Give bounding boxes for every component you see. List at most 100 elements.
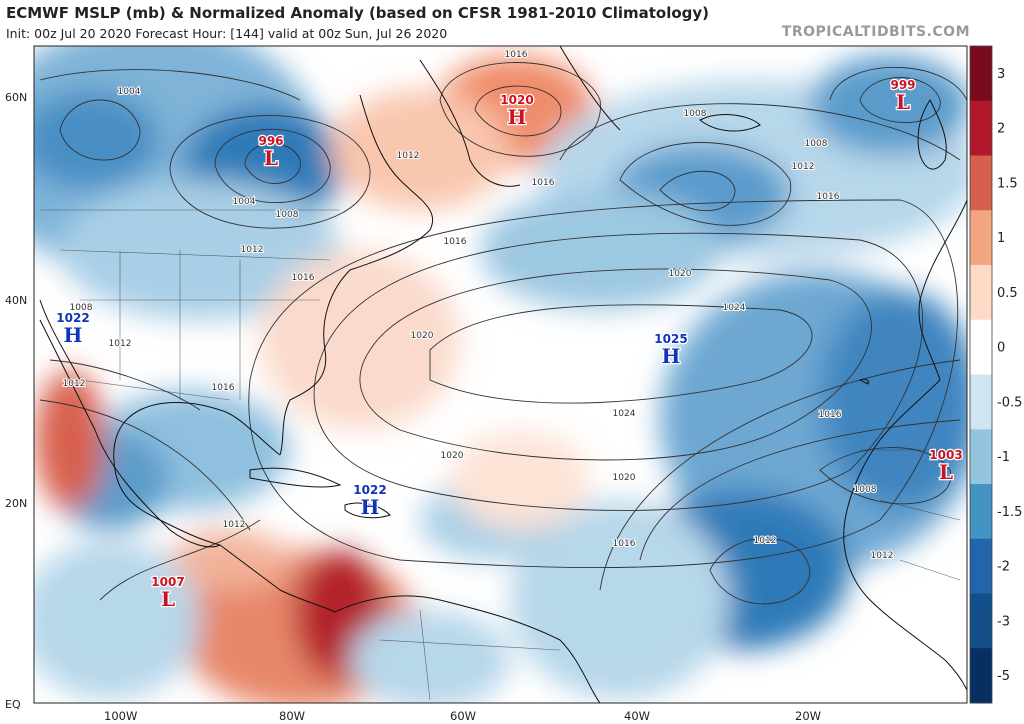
isobar-label: 1008 <box>854 485 877 495</box>
isobar-label: 1008 <box>805 139 828 149</box>
colorbar-label: 3 <box>997 67 1005 82</box>
isobar-label: 1016 <box>444 237 467 247</box>
site-brand: TROPICALTIDBITS.COM <box>781 24 970 40</box>
colorbar-label: 0 <box>997 341 1005 356</box>
colorbar-frame <box>969 45 993 704</box>
pressure-symbol: H <box>64 323 83 347</box>
lat-label-60n: 60N <box>5 91 27 104</box>
chart-subtitle: Init: 00z Jul 20 2020 Forecast Hour: [14… <box>6 26 448 41</box>
colorbar-segment <box>970 210 992 266</box>
isobar-label: 1012 <box>871 551 894 561</box>
colorbar-label: -1 <box>997 450 1010 465</box>
map-panel <box>33 45 968 704</box>
isobar-label: 1020 <box>411 331 434 341</box>
coastlines <box>39 46 967 703</box>
colorbar-segment <box>970 429 992 485</box>
colorbar-label: 2 <box>997 122 1005 137</box>
isobar-label: 1012 <box>754 536 777 546</box>
isobar-label: 1012 <box>792 162 815 172</box>
lat-label-20n: 20N <box>5 497 27 510</box>
colorbar-label: -5 <box>997 669 1010 684</box>
isobar-label: 1008 <box>70 303 93 313</box>
lon-label-80w: 80W <box>279 709 305 723</box>
colorbar-label: -0.5 <box>997 395 1022 410</box>
lat-label-40n: 40N <box>5 294 27 307</box>
colorbar-segment <box>970 100 992 156</box>
isobar-label: 1016 <box>212 383 235 393</box>
pressure-value: 1020 <box>500 93 533 107</box>
isobar-label: 1020 <box>669 269 692 279</box>
isobar-label: 1004 <box>118 87 141 97</box>
pressure-symbol: H <box>662 344 681 368</box>
isobar-label: 1004 <box>233 197 256 207</box>
pressure-symbol: L <box>161 587 175 611</box>
isobar-label: 1012 <box>241 245 264 255</box>
anomaly-colorbar: 3 2 1.5 1 0.5 0 -0.5 -1 -1.5 -2 -3 -5 <box>969 45 1022 704</box>
colorbar-segment <box>970 265 992 321</box>
colorbar-label: -1.5 <box>997 505 1022 520</box>
isobar-label: 1024 <box>723 303 746 313</box>
isobar-label: 1020 <box>613 473 636 483</box>
colorbar-label: 0.5 <box>997 286 1018 301</box>
colorbar-segment <box>970 46 992 102</box>
pressure-symbol: L <box>939 460 953 484</box>
isobar-label: 1012 <box>63 379 86 389</box>
pressure-value: 1007 <box>151 575 184 589</box>
pressure-symbol: L <box>264 146 278 170</box>
isobar-label: 1012 <box>109 339 132 349</box>
isobar-label: 1016 <box>505 50 528 60</box>
pressure-value: 1022 <box>353 483 386 497</box>
pressure-value: 1025 <box>654 332 687 346</box>
colorbar-segment <box>970 155 992 211</box>
colorbar-segment <box>970 319 992 375</box>
colorbar-label: 1.5 <box>997 176 1018 191</box>
pressure-symbol: L <box>896 90 910 114</box>
political-borders <box>40 209 961 701</box>
lon-label-100w: 100W <box>104 709 137 723</box>
isobar-label: 1012 <box>223 520 246 530</box>
pressure-value: 1003 <box>929 448 962 462</box>
map-frame <box>33 45 968 704</box>
colorbar-label: -3 <box>997 614 1010 629</box>
isobar-label: 1016 <box>819 410 842 420</box>
isobar-label: 1012 <box>397 151 420 161</box>
colorbar-segment <box>970 648 992 704</box>
lat-axis: 60N 40N 20N EQ <box>5 91 27 711</box>
colorbar-segment <box>970 538 992 594</box>
isobars <box>39 62 967 605</box>
pressure-symbol: H <box>508 105 527 129</box>
colorbar-segment <box>970 374 992 430</box>
isobar-label: 1016 <box>613 539 636 549</box>
pressure-symbol: H <box>361 495 380 519</box>
colorbar-label: -2 <box>997 560 1010 575</box>
lon-label-40w: 40W <box>624 709 650 723</box>
isobar-label: 1016 <box>817 192 840 202</box>
anomaly-shading <box>34 46 967 703</box>
pressure-value: 996 <box>258 134 283 148</box>
colorbar-segment <box>970 484 992 540</box>
pressure-value: 999 <box>890 78 915 92</box>
lon-label-60w: 60W <box>450 709 476 723</box>
lat-label-eq: EQ <box>5 698 21 711</box>
lon-axis: 100W 80W 60W 40W 20W <box>104 709 821 723</box>
chart-title: ECMWF MSLP (mb) & Normalized Anomaly (ba… <box>6 4 710 22</box>
isobar-label: 1016 <box>292 273 315 283</box>
pressure-value: 1022 <box>56 311 89 325</box>
isobar-label: 1024 <box>613 409 636 419</box>
isobar-label: 1008 <box>684 109 707 119</box>
isobar-label: 1008 <box>276 210 299 220</box>
colorbar-label: 1 <box>997 231 1005 246</box>
isobar-labels: 1016 1004 1008 1012 1016 1016 1008 1008 1012 1016… <box>62 49 895 562</box>
lon-label-20w: 20W <box>795 709 821 723</box>
isobar-label: 1020 <box>441 451 464 461</box>
colorbar-segment <box>970 593 992 649</box>
